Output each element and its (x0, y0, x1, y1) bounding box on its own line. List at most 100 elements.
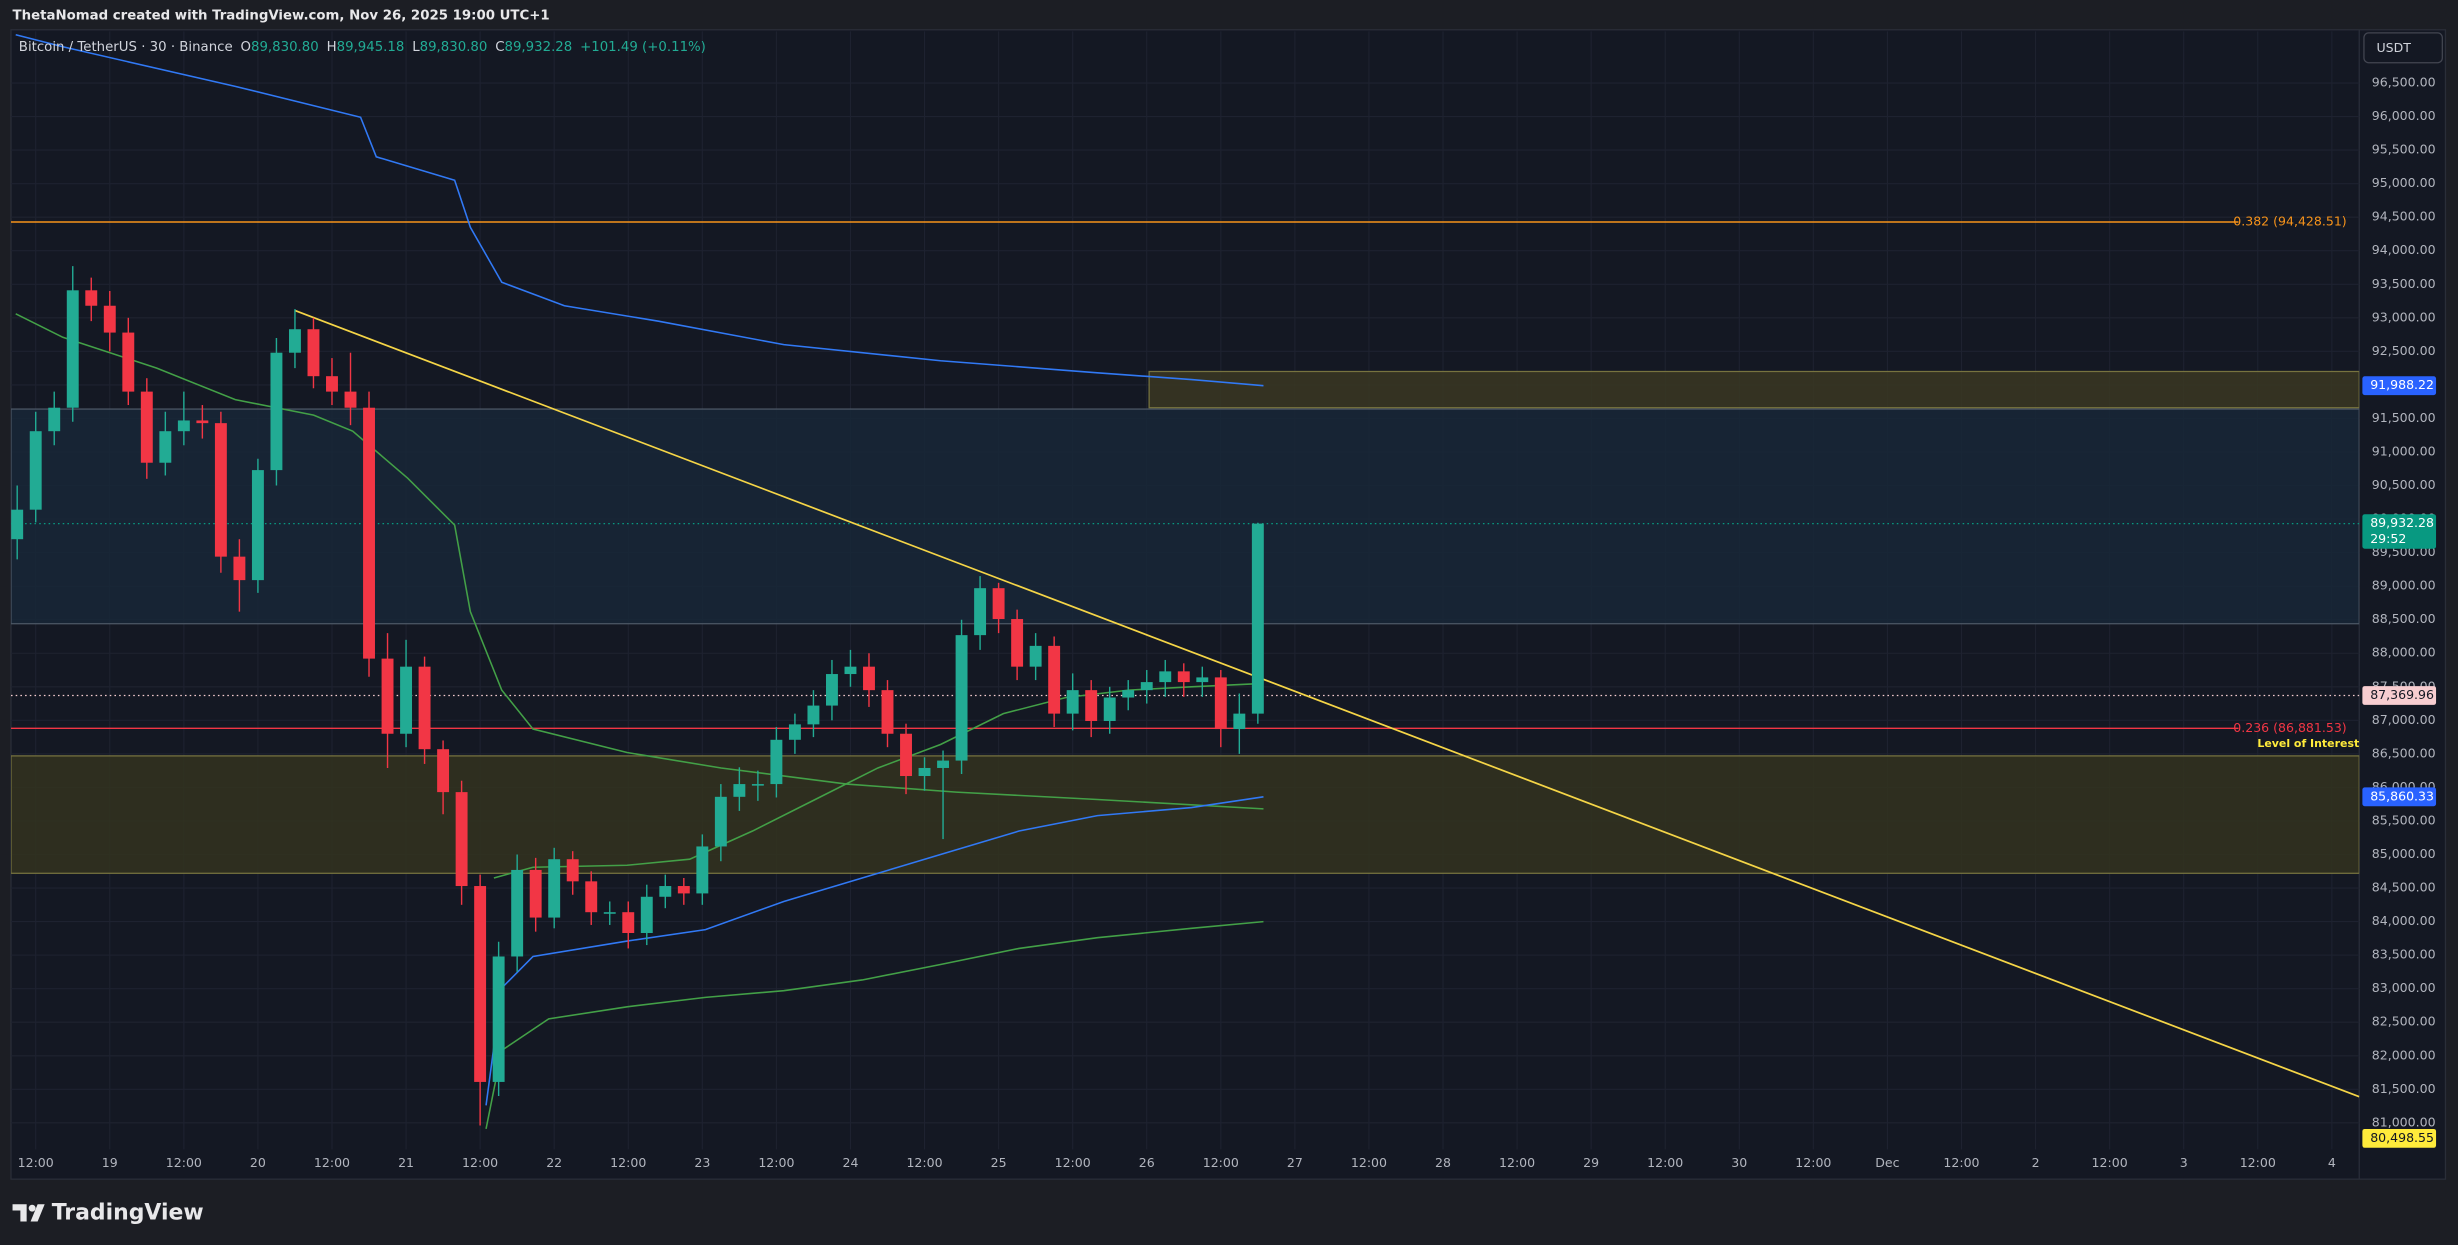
x-tick-label: 21 (398, 1155, 414, 1170)
currency-button[interactable] (2363, 32, 2443, 64)
x-tick-label: 26 (1139, 1155, 1155, 1170)
y-tick-label: 83,000.00 (2372, 980, 2436, 995)
logo-mark (28, 1204, 36, 1212)
candle-body (677, 886, 690, 894)
price-axis: 81,000.00 81,500.00 82,000.00 82,500.00 83,0… (18, 75, 2437, 1170)
x-tick-label: 22 (546, 1155, 562, 1170)
candle-body (1103, 697, 1116, 722)
x-tick-label: Dec (1875, 1155, 1899, 1170)
indicator-line (15, 313, 1264, 810)
price-label-box (2362, 787, 2437, 807)
candle-body (1011, 619, 1024, 667)
legend-value: 89,932.28 (505, 40, 573, 55)
y-tick-label: 91,500.00 (2372, 410, 2436, 425)
candle-body (714, 796, 727, 847)
x-tick-label: 29 (1583, 1155, 1599, 1170)
y-tick-label: 92,500.00 (2372, 343, 2436, 358)
x-tick-label: 12:00 (1943, 1155, 1979, 1170)
x-tick-label: 19 (102, 1155, 118, 1170)
x-tick-label: 12:00 (1203, 1155, 1239, 1170)
x-tick-label: 4 (2328, 1155, 2336, 1170)
candle-body (1122, 690, 1135, 698)
indicator-line (15, 33, 1264, 387)
candle-body (548, 859, 561, 918)
price-label-box (2362, 376, 2437, 396)
x-tick-label: 12:00 (1499, 1155, 1535, 1170)
x-tick-label: 12:00 (1647, 1155, 1683, 1170)
candle-body (400, 666, 413, 734)
candle-body (881, 690, 894, 734)
x-tick-label: 2 (2032, 1155, 2040, 1170)
candle-body (1196, 677, 1209, 683)
x-tick-label: 25 (991, 1155, 1007, 1170)
candle-body (1029, 645, 1042, 667)
x-tick-label: 28 (1435, 1155, 1451, 1170)
candle-body (511, 869, 524, 957)
x-tick-label: 20 (250, 1155, 266, 1170)
y-tick-label: 86,500.00 (2372, 745, 2436, 760)
candle-body (103, 305, 116, 333)
candle-body (455, 792, 468, 887)
candle-body (1048, 645, 1061, 714)
candle-body (307, 329, 320, 377)
legend-key: L (412, 40, 420, 55)
candle-body (1251, 523, 1264, 714)
candle-body (696, 846, 709, 894)
level-label: 0.236 (86,881.53) (2233, 720, 2346, 735)
x-tick-label: 12:00 (906, 1155, 942, 1170)
candle-body (344, 391, 357, 408)
candle-body (437, 749, 450, 793)
y-tick-label: 96,500.00 (2372, 75, 2436, 90)
candle-body (603, 912, 616, 914)
candle-body (418, 666, 431, 750)
candle-body (140, 391, 153, 463)
plot: 0.382 (94,428.51) 0.236 (86,881.53) Level … (10, 33, 2360, 1130)
header-caption: ThetaNomad created with TradingView.com,… (13, 9, 550, 24)
candle-body (177, 420, 190, 432)
zone (10, 408, 2360, 625)
y-tick-label: 93,500.00 (2372, 276, 2436, 291)
price-label: 87,369.96 (2370, 687, 2434, 702)
y-tick-label: 85,500.00 (2372, 812, 2436, 827)
legend-key: H (327, 40, 337, 55)
footer-logo (12, 1204, 45, 1222)
candle-body (770, 739, 783, 785)
candle-body (1233, 713, 1246, 730)
legend-value: 89,830.80 (420, 40, 488, 55)
indicator-line (485, 920, 1264, 1130)
price-label: 91,988.22 (2370, 377, 2434, 392)
candle-body (825, 674, 838, 706)
y-tick-label: 81,500.00 (2372, 1081, 2436, 1096)
candle-body (474, 886, 487, 1082)
y-tick-label: 96,000.00 (2372, 108, 2436, 123)
candle-body (918, 767, 931, 777)
candle-body (85, 290, 98, 306)
candle-body (900, 733, 912, 777)
x-tick-label: 12:00 (18, 1155, 54, 1170)
candle-body (974, 588, 987, 636)
candle-body (66, 290, 79, 408)
candle-body (233, 556, 246, 581)
footer-brand: TradingView (52, 1201, 204, 1226)
candle-body (251, 470, 264, 581)
x-tick-label: 12:00 (166, 1155, 202, 1170)
candle-body (159, 431, 172, 463)
currency-button-label[interactable]: USDT (2376, 40, 2411, 55)
trendline (294, 309, 2360, 1098)
candle-body (381, 658, 394, 734)
candle-body (326, 376, 338, 392)
legend-key: C (495, 40, 504, 55)
price-label-box (2362, 1128, 2437, 1148)
price-label: 89,932.28 (2370, 515, 2434, 530)
candle-body (863, 666, 875, 691)
candle-body (844, 666, 857, 675)
x-tick-label: 12:00 (1055, 1155, 1091, 1170)
logo-mark (12, 1204, 27, 1222)
x-tick-label: 12:00 (2092, 1155, 2128, 1170)
legend-key: O (241, 40, 251, 55)
candle-body (1159, 671, 1172, 683)
candle-body (29, 431, 42, 510)
candle-body (955, 635, 968, 761)
candle-body (492, 956, 505, 1082)
